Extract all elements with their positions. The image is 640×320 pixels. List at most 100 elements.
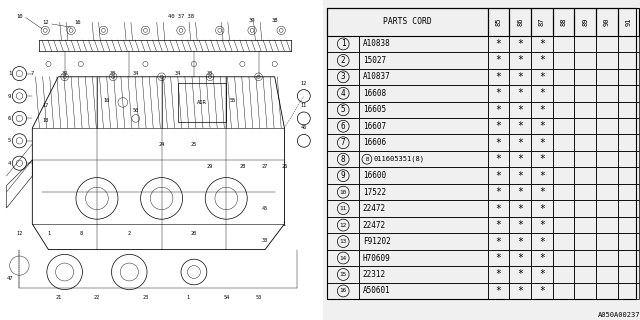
Bar: [360, 233, 488, 250]
Bar: [531, 85, 553, 101]
Bar: [596, 151, 618, 167]
Bar: [531, 167, 553, 184]
Text: 27: 27: [262, 164, 268, 169]
Bar: [360, 283, 488, 299]
Bar: [553, 68, 574, 85]
Bar: [596, 217, 618, 233]
Bar: [618, 167, 639, 184]
Bar: [553, 250, 574, 266]
Bar: [360, 36, 488, 52]
Text: 23: 23: [142, 295, 148, 300]
Text: 29: 29: [207, 164, 213, 169]
Bar: [360, 52, 488, 68]
Text: F91202: F91202: [363, 237, 390, 246]
Bar: [574, 68, 596, 85]
Text: *: *: [495, 138, 502, 148]
Text: 86: 86: [517, 18, 524, 26]
Bar: [327, 200, 360, 217]
Bar: [488, 52, 509, 68]
Text: *: *: [517, 220, 523, 230]
Text: 10: 10: [16, 13, 22, 19]
Text: *: *: [517, 269, 523, 279]
Bar: [488, 68, 509, 85]
Text: 17522: 17522: [363, 188, 386, 196]
Bar: [574, 151, 596, 167]
Text: 22472: 22472: [363, 204, 386, 213]
Text: 55: 55: [230, 98, 236, 103]
Bar: [531, 283, 553, 299]
Text: 16605: 16605: [363, 105, 386, 114]
Bar: [531, 8, 553, 36]
Text: *: *: [517, 154, 523, 164]
Bar: [509, 250, 531, 266]
Text: 33: 33: [207, 71, 213, 76]
Bar: [596, 52, 618, 68]
Bar: [596, 233, 618, 250]
Bar: [596, 85, 618, 101]
Bar: [574, 217, 596, 233]
Bar: [509, 134, 531, 151]
Text: 50: 50: [132, 108, 139, 113]
Bar: [360, 151, 488, 167]
Bar: [531, 151, 553, 167]
Text: *: *: [495, 220, 502, 230]
Text: A10837: A10837: [363, 72, 390, 81]
Bar: [509, 52, 531, 68]
Bar: [509, 68, 531, 85]
Text: 30: 30: [262, 237, 268, 243]
Bar: [488, 233, 509, 250]
Text: *: *: [517, 39, 523, 49]
Bar: [574, 52, 596, 68]
Bar: [327, 167, 360, 184]
Bar: [327, 8, 488, 36]
Text: *: *: [517, 204, 523, 214]
Bar: [618, 52, 639, 68]
Text: *: *: [539, 253, 545, 263]
Text: *: *: [495, 55, 502, 65]
Bar: [327, 233, 360, 250]
Bar: [509, 36, 531, 52]
Text: 15: 15: [340, 272, 347, 277]
Bar: [360, 184, 488, 200]
Bar: [596, 184, 618, 200]
Text: A50601: A50601: [363, 286, 390, 295]
Bar: [618, 233, 639, 250]
Bar: [618, 266, 639, 283]
Bar: [596, 68, 618, 85]
Text: 22: 22: [94, 295, 100, 300]
Text: 8: 8: [341, 155, 346, 164]
Bar: [553, 85, 574, 101]
Bar: [574, 184, 596, 200]
Text: *: *: [539, 138, 545, 148]
Text: 12: 12: [16, 231, 22, 236]
Bar: [509, 200, 531, 217]
Text: 22472: 22472: [363, 220, 386, 229]
Bar: [509, 85, 531, 101]
Bar: [488, 167, 509, 184]
Bar: [553, 151, 574, 167]
Bar: [531, 118, 553, 134]
Text: *: *: [517, 105, 523, 115]
Bar: [596, 266, 618, 283]
Bar: [553, 283, 574, 299]
Bar: [596, 167, 618, 184]
Bar: [531, 36, 553, 52]
Bar: [618, 283, 639, 299]
Text: A10838: A10838: [363, 39, 390, 48]
Text: PARTS CORD: PARTS CORD: [383, 17, 432, 26]
Bar: [531, 52, 553, 68]
Text: 39: 39: [249, 18, 255, 23]
Bar: [531, 266, 553, 283]
Bar: [531, 233, 553, 250]
Text: 5: 5: [8, 138, 12, 143]
Bar: [488, 250, 509, 266]
Text: *: *: [539, 39, 545, 49]
Bar: [574, 167, 596, 184]
Bar: [360, 217, 488, 233]
Text: *: *: [539, 220, 545, 230]
Text: 4: 4: [8, 161, 12, 166]
Bar: [509, 8, 531, 36]
Text: *: *: [539, 121, 545, 131]
Text: *: *: [495, 72, 502, 82]
Bar: [618, 217, 639, 233]
